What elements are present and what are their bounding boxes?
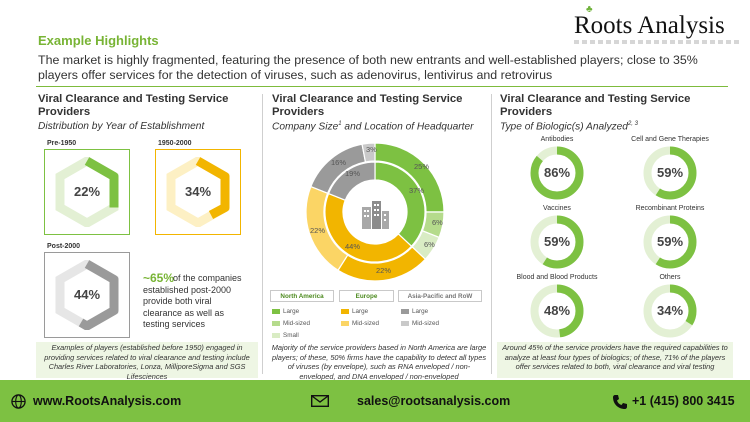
col2-subtitle: Company Size1 and Location of Headquarte… xyxy=(272,121,474,133)
header-divider xyxy=(36,86,728,87)
biologic-value: 59% xyxy=(656,234,684,249)
biologic-ring-fill xyxy=(643,284,697,338)
year-value: 44% xyxy=(73,287,101,302)
biologic-label: Cell and Gene Therapies xyxy=(631,136,709,143)
donut-label: 16% xyxy=(331,158,347,167)
year-box-1950-2000 xyxy=(155,149,241,235)
headline: The market is highly fragmented, featuri… xyxy=(38,53,698,82)
year-box-post-2000 xyxy=(44,252,130,338)
stat-highlight: ~65% xyxy=(143,271,175,285)
legend-item: Mid-sized xyxy=(341,320,379,327)
donut-label: 22% xyxy=(310,226,326,235)
col2-title: Viral Clearance and Testing Service Prov… xyxy=(272,93,463,118)
donut-label: 19% xyxy=(345,169,361,178)
biologic-ring xyxy=(530,284,584,338)
biologic-ring-fill xyxy=(643,215,697,269)
hexagon-pre-1950 xyxy=(55,157,119,227)
hexagon-post-2000 xyxy=(55,260,119,330)
col1-note: Examples of players (established before … xyxy=(44,343,250,381)
biologic-ring xyxy=(530,146,584,200)
donut-label: 6% xyxy=(424,240,435,249)
biologic-ring xyxy=(643,215,697,269)
section-eyebrow: Example Highlights xyxy=(38,33,159,48)
biologic-ring xyxy=(643,284,697,338)
biologic-ring-fill xyxy=(530,146,584,200)
year-value: 22% xyxy=(73,184,101,199)
biologic-ring-fill xyxy=(530,284,584,338)
donut-label: 6% xyxy=(432,218,443,227)
donut-chart xyxy=(305,142,445,282)
donut-inner-segment xyxy=(327,161,376,201)
brand-name: Roots Analysis xyxy=(574,12,725,39)
donut-label: 25% xyxy=(414,162,430,171)
website-link[interactable]: www.RootsAnalysis.com xyxy=(33,394,182,408)
biologic-ring-fill xyxy=(643,146,697,200)
legend-region: Europe xyxy=(339,290,394,302)
col2-note: Majority of the service providers based … xyxy=(271,343,487,381)
biologic-label: Blood and Blood Products xyxy=(516,274,598,281)
year-label: Pre-1950 xyxy=(47,140,77,147)
biologic-value: 86% xyxy=(543,165,571,180)
stat-description: of the companies established post-2000 p… xyxy=(143,273,242,330)
donut-label: 22% xyxy=(376,266,392,275)
biologic-ring-fill xyxy=(530,215,584,269)
biologic-value: 48% xyxy=(543,303,571,318)
donut-label: 44% xyxy=(345,242,361,251)
legend-region: North America xyxy=(270,290,334,302)
biologic-value: 59% xyxy=(656,165,684,180)
donut-label: 3% xyxy=(366,145,377,154)
donut-label: 37% xyxy=(409,186,425,195)
tree-icon: ♣ xyxy=(586,4,593,15)
biologic-ring xyxy=(643,146,697,200)
biologic-label: Antibodies xyxy=(540,136,574,143)
mail-icon xyxy=(311,395,329,407)
year-label: Post-2000 xyxy=(47,243,81,250)
year-label: 1950-2000 xyxy=(158,140,192,147)
legend-item: Large xyxy=(341,308,368,315)
column-divider xyxy=(262,94,263,374)
biologic-value: 34% xyxy=(656,303,684,318)
biologic-label: Others xyxy=(659,274,681,281)
phone-icon xyxy=(613,395,627,409)
legend-region: Asia-Pacific and RoW xyxy=(398,290,482,302)
year-box-pre-1950 xyxy=(44,149,130,235)
legend-item: Mid-sized xyxy=(401,320,439,327)
year-value: 34% xyxy=(184,184,212,199)
legend-item: Mid-sized xyxy=(272,320,310,327)
col1-subtitle: Distribution by Year of Establishment xyxy=(38,121,205,132)
footer-bar: www.RootsAnalysis.com sales@rootsanalysi… xyxy=(0,380,750,422)
hexagon-1950-2000 xyxy=(166,157,230,227)
legend-item: Large xyxy=(272,308,299,315)
biologic-label: Vaccines xyxy=(543,205,571,212)
legend-item: Small xyxy=(272,332,299,339)
col3-subtitle: Type of Biologic(s) Analyzed2, 3 xyxy=(500,121,638,133)
col3-title: Viral Clearance and Testing Service Prov… xyxy=(500,93,691,118)
note-background xyxy=(36,342,258,378)
building-icon xyxy=(362,201,389,229)
biologic-ring xyxy=(530,215,584,269)
globe-icon xyxy=(11,394,26,409)
donut-inner-segment xyxy=(324,192,413,263)
legend-item: Large xyxy=(401,308,428,315)
col3-note: Around 45% of the service providers have… xyxy=(502,343,728,372)
biologic-value: 59% xyxy=(543,234,571,249)
column-divider xyxy=(491,94,492,374)
phone-link[interactable]: +1 (415) 800 3415 xyxy=(632,394,735,408)
col1-title: Viral Clearance and Testing Service Prov… xyxy=(38,93,229,118)
biologic-label: Recombinant Proteins xyxy=(635,205,705,212)
email-link[interactable]: sales@rootsanalysis.com xyxy=(357,394,511,408)
brand-logo: ♣ Roots Analysis xyxy=(568,4,744,50)
brand-tagline-strip xyxy=(574,40,742,44)
note-background xyxy=(497,342,733,378)
donut-outer-segment xyxy=(361,142,376,163)
